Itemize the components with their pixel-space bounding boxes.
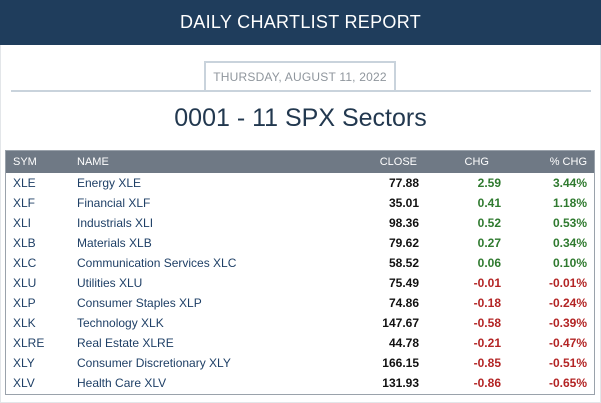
symbol-cell[interactable]: XLY — [13, 356, 35, 370]
report-date: THURSDAY, AUGUST 11, 2022 — [204, 61, 396, 90]
name-cell[interactable]: Industrials XLI — [77, 216, 154, 230]
name-cell[interactable]: Utilities XLU — [77, 276, 143, 290]
table-row[interactable]: XLU Utilities XLU 75.49 -0.01 -0.01% — [6, 273, 594, 293]
name-cell[interactable]: Health Care XLV — [77, 376, 167, 390]
sector-table: SYM NAME CLOSE CHG % CHG XLE Energy XLE 77… — [5, 150, 595, 395]
col-header-sym[interactable]: SYM — [13, 156, 37, 168]
change-cell: -0.01 — [473, 276, 501, 290]
col-header-chg[interactable]: CHG — [464, 156, 489, 168]
name-cell[interactable]: Real Estate XLRE — [77, 336, 174, 350]
change-cell: -0.18 — [473, 296, 501, 310]
change-cell: 0.41 — [477, 196, 501, 210]
symbol-cell[interactable]: XLK — [13, 316, 36, 330]
symbol-cell[interactable]: XLRE — [13, 336, 45, 350]
table-row[interactable]: XLY Consumer Discretionary XLY 166.15 -0.85… — [6, 353, 594, 373]
pct-change-cell: -0.24% — [548, 296, 587, 310]
date-divider — [11, 90, 591, 92]
change-cell: 0.06 — [477, 256, 501, 270]
change-cell: 0.27 — [477, 236, 501, 250]
symbol-cell[interactable]: XLI — [13, 216, 32, 230]
close-cell: 44.78 — [388, 336, 419, 350]
close-cell: 75.49 — [388, 276, 419, 290]
table-row[interactable]: XLI Industrials XLI 98.36 0.52 0.53% — [6, 213, 594, 233]
symbol-cell[interactable]: XLC — [13, 256, 37, 270]
pct-change-cell: -0.47% — [548, 336, 587, 350]
pct-change-cell: -0.39% — [548, 316, 587, 330]
table-row[interactable]: XLF Financial XLF 35.01 0.41 1.18% — [6, 193, 594, 213]
change-cell: 2.59 — [477, 176, 501, 190]
close-cell: 35.01 — [388, 196, 419, 210]
change-cell: -0.85 — [473, 356, 501, 370]
table-row[interactable]: XLRE Real Estate XLRE 44.78 -0.21 -0.47% — [6, 333, 594, 353]
close-cell: 147.67 — [382, 316, 419, 330]
report-header-title: DAILY CHARTLIST REPORT — [179, 12, 421, 32]
change-cell: -0.86 — [473, 376, 501, 390]
symbol-cell[interactable]: XLU — [13, 276, 37, 290]
chartlist-title: 0001 - 11 SPX Sectors — [174, 104, 427, 132]
table-row[interactable]: XLP Consumer Staples XLP 74.86 -0.18 -0.24% — [6, 293, 594, 313]
name-cell[interactable]: Communication Services XLC — [77, 256, 237, 270]
name-cell[interactable]: Energy XLE — [77, 176, 142, 190]
close-cell: 74.86 — [388, 296, 419, 310]
close-cell: 98.36 — [388, 216, 419, 230]
table-row[interactable]: XLB Materials XLB 79.62 0.27 0.34% — [6, 233, 594, 253]
symbol-cell[interactable]: XLE — [13, 176, 36, 190]
table-body: XLE Energy XLE 77.88 2.59 3.44% XLF Financial … — [6, 173, 594, 393]
name-cell[interactable]: Consumer Staples XLP — [77, 296, 202, 310]
table-row[interactable]: XLK Technology XLK 147.67 -0.58 -0.39% — [6, 313, 594, 333]
name-cell[interactable]: Financial XLF — [77, 196, 151, 210]
pct-change-cell: 0.34% — [552, 236, 587, 250]
change-cell: -0.21 — [473, 336, 501, 350]
table-row[interactable]: XLC Communication Services XLC 58.52 0.06 0.… — [6, 253, 594, 273]
close-cell: 58.52 — [388, 256, 419, 270]
change-cell: -0.58 — [473, 316, 501, 330]
table-row[interactable]: XLE Energy XLE 77.88 2.59 3.44% — [6, 173, 594, 193]
close-cell: 77.88 — [388, 176, 419, 190]
table-row[interactable]: XLV Health Care XLV 131.93 -0.86 -0.65% — [6, 373, 594, 393]
pct-change-cell: 1.18% — [552, 196, 587, 210]
symbol-cell[interactable]: XLV — [13, 376, 35, 390]
report-header: DAILY CHARTLIST REPORT — [0, 0, 601, 45]
pct-change-cell: -0.51% — [548, 356, 587, 370]
col-header-close[interactable]: CLOSE — [379, 156, 417, 168]
pct-change-cell: 3.44% — [552, 176, 587, 190]
close-cell: 79.62 — [388, 236, 419, 250]
pct-change-cell: 0.10% — [552, 256, 587, 270]
name-cell[interactable]: Technology XLK — [77, 316, 164, 330]
close-cell: 131.93 — [382, 376, 419, 390]
col-header-name[interactable]: NAME — [77, 156, 109, 168]
change-cell: 0.52 — [477, 216, 501, 230]
name-cell[interactable]: Materials XLB — [77, 236, 152, 250]
pct-change-cell: 0.53% — [552, 216, 587, 230]
table-header-row: SYM NAME CLOSE CHG % CHG — [6, 151, 594, 173]
symbol-cell[interactable]: XLF — [13, 196, 36, 210]
name-cell[interactable]: Consumer Discretionary XLY — [77, 356, 231, 370]
pct-change-cell: -0.65% — [548, 376, 587, 390]
col-header-pct-chg[interactable]: % CHG — [549, 156, 587, 168]
close-cell: 166.15 — [382, 356, 419, 370]
symbol-cell[interactable]: XLP — [13, 296, 36, 310]
pct-change-cell: -0.01% — [548, 276, 587, 290]
symbol-cell[interactable]: XLB — [13, 236, 36, 250]
